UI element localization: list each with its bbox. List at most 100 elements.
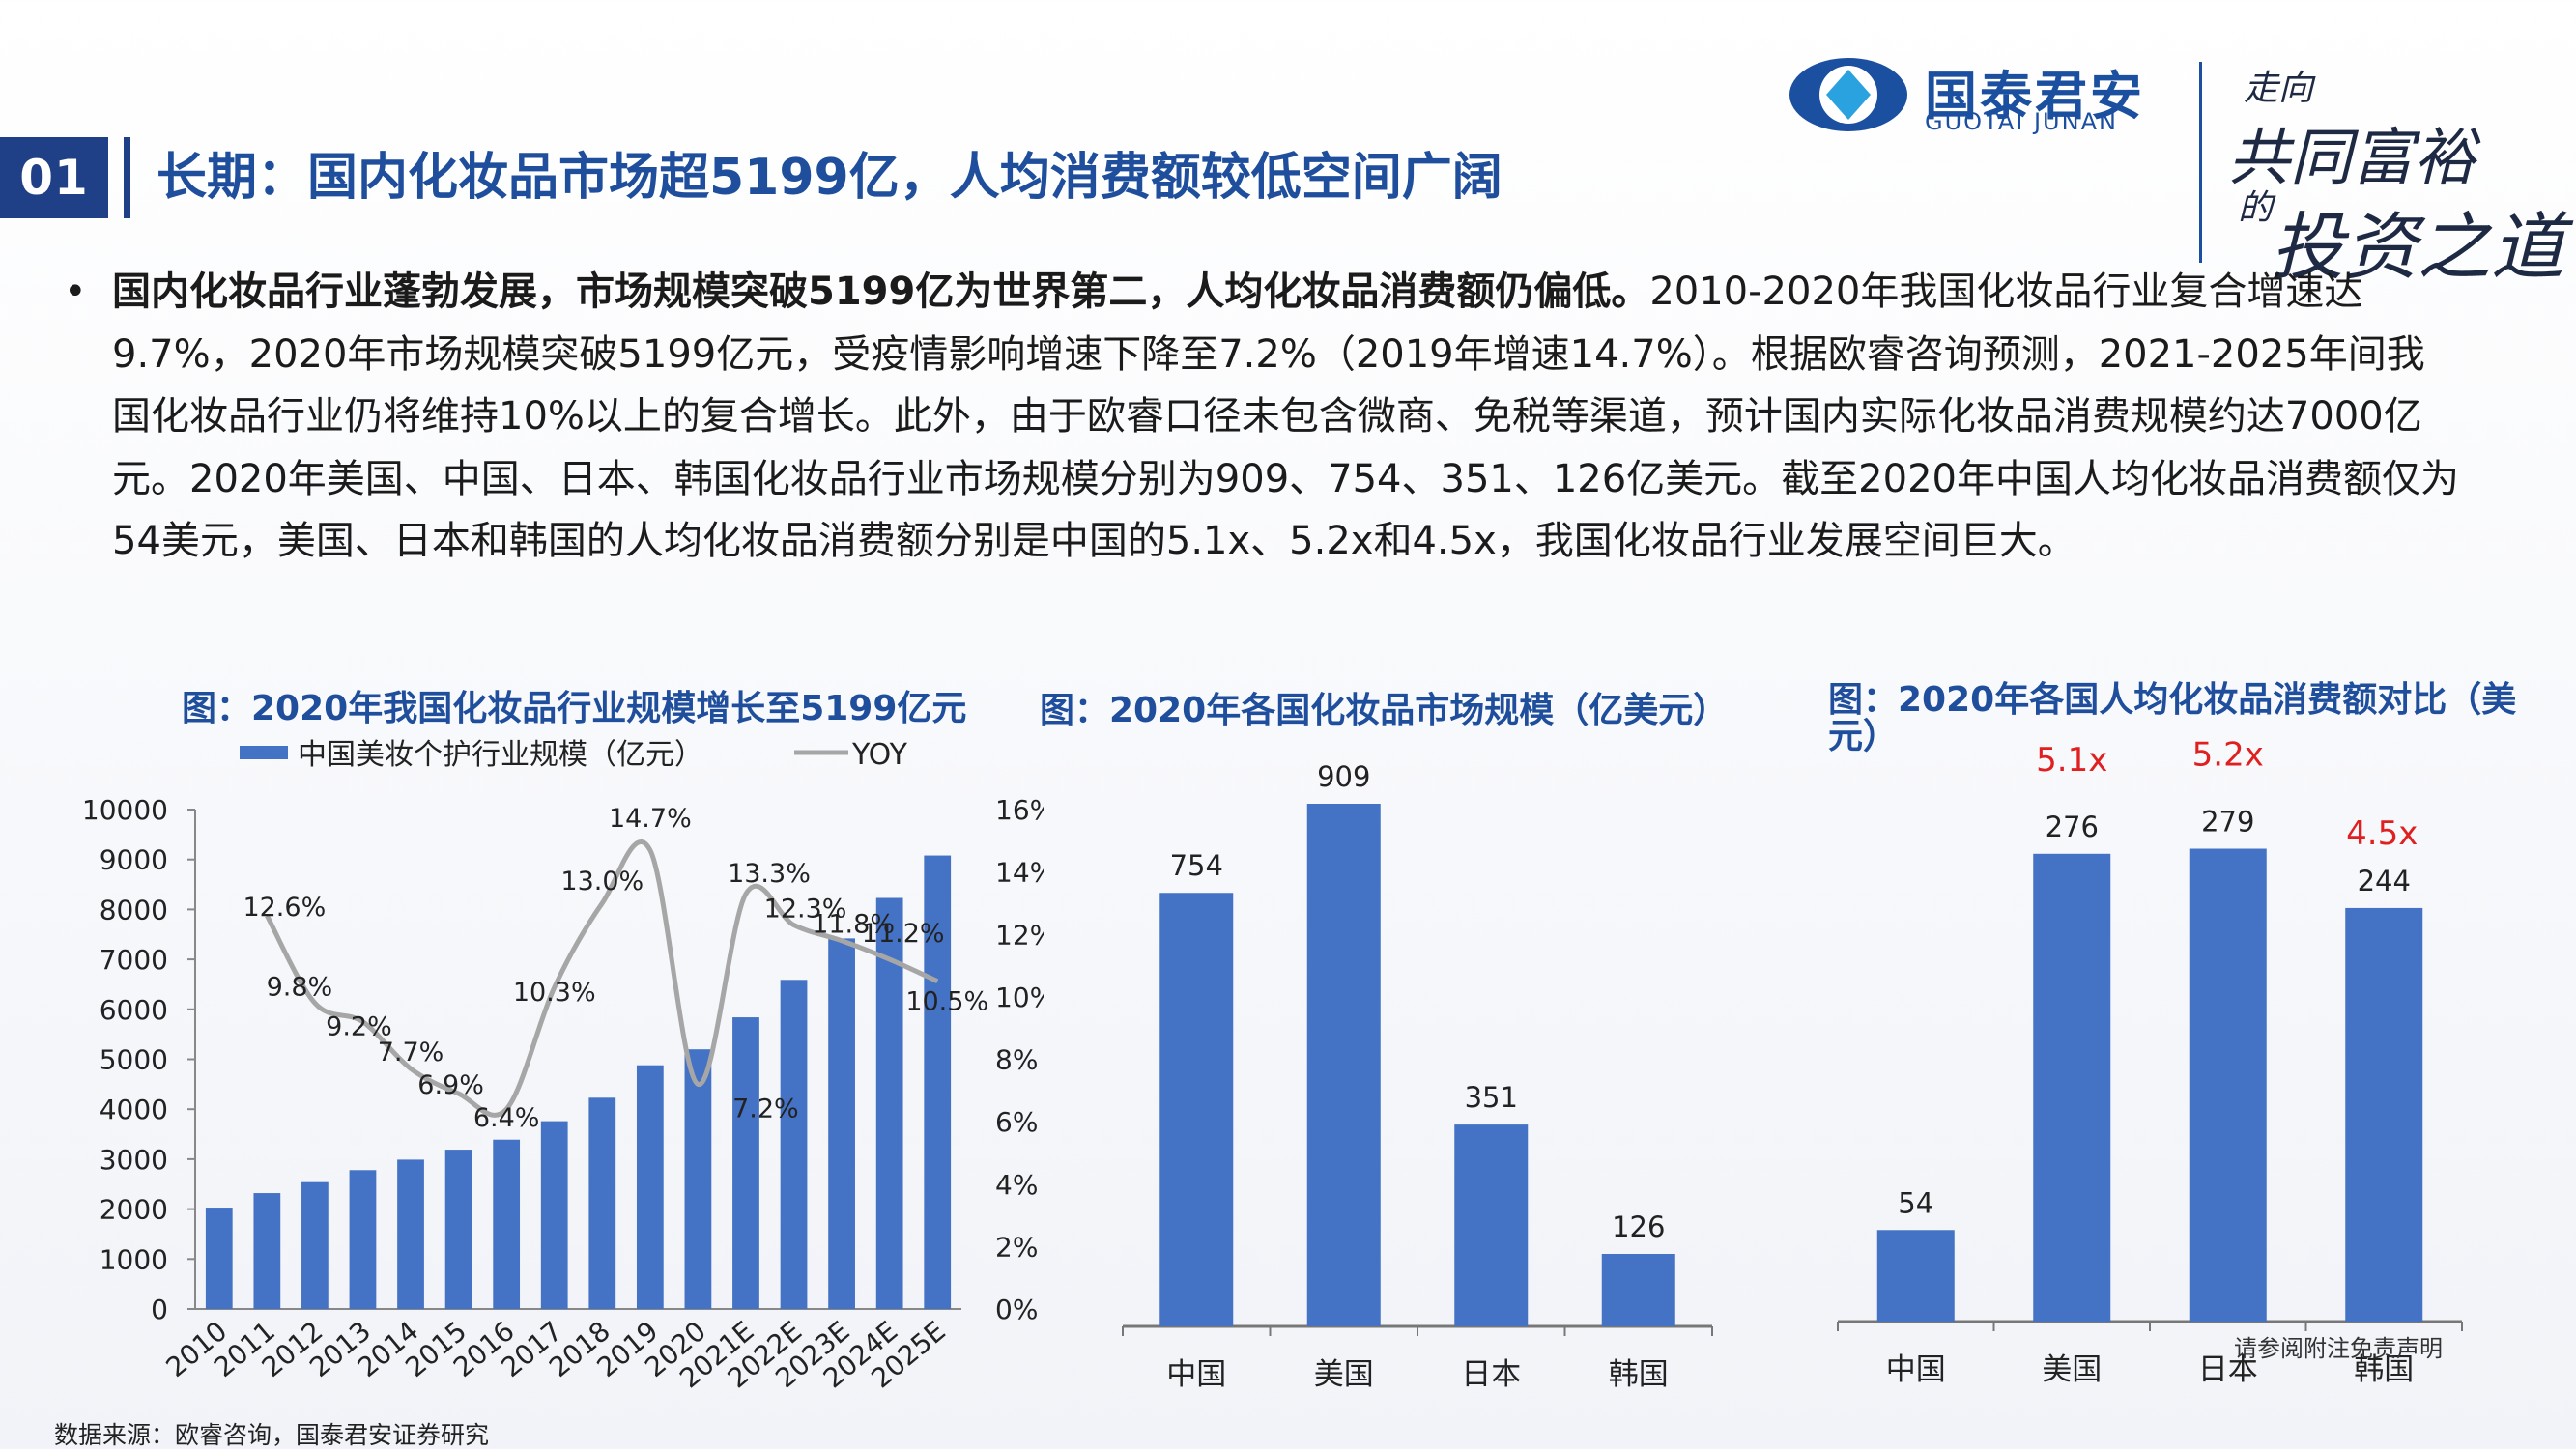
y-right-tick-label: 12%	[995, 919, 1044, 951]
bullet-point: •	[64, 270, 87, 314]
x-tick-label: 韩国	[2354, 1352, 2414, 1387]
bar	[349, 1170, 377, 1309]
slogan-line-3: 的	[2238, 188, 2274, 228]
x-tick-label: 中国	[1886, 1352, 1946, 1387]
y-right-tick-label: 10%	[995, 982, 1044, 1013]
yoy-data-label: 12.6%	[243, 893, 326, 923]
disclaimer-note: 请参阅附注免责声明	[2234, 1335, 2443, 1362]
bar	[875, 897, 903, 1309]
y-right-tick-label: 0%	[995, 1294, 1038, 1325]
y-left-tick-label: 3000	[100, 1144, 168, 1176]
summary-lead: 国内化妆品行业蓬勃发展，市场规模突破5199亿为世界第二，人均化妆品消费额仍偏低…	[112, 270, 1650, 314]
bar	[732, 1017, 759, 1309]
y-left-tick-label: 8000	[100, 894, 168, 925]
x-tick-label: 韩国	[1609, 1357, 1669, 1392]
bar	[253, 1193, 281, 1309]
chart-3-per-capita-spend: 54 中国 276 美国 5.1x 279 日本 5.2x 244 韩国 4.5x	[1837, 736, 2463, 1387]
bar	[636, 1065, 664, 1309]
bar	[493, 1139, 521, 1309]
y-left-tick-label: 2000	[100, 1194, 168, 1226]
bar	[540, 1121, 568, 1309]
bar-value-label: 909	[1317, 760, 1370, 793]
bar-value-label: 276	[2046, 811, 2099, 843]
bar-value-label: 244	[2358, 865, 2411, 897]
y-left-tick-label: 6000	[100, 994, 168, 1026]
yoy-line	[265, 839, 939, 1118]
bar-value-label: 351	[1465, 1081, 1518, 1114]
bar-value-label: 754	[1170, 849, 1223, 882]
yoy-data-label: 10.5%	[905, 987, 988, 1017]
bar	[2189, 848, 2267, 1322]
x-tick-label: 日本	[2198, 1352, 2258, 1387]
bar	[205, 1208, 233, 1309]
bar	[684, 1049, 712, 1309]
chart-2-title: 图：2020年各国化妆品市场规模（亿美元）	[1040, 691, 1729, 730]
logo-divider	[2199, 62, 2202, 263]
bar-value-label: 126	[1612, 1210, 1665, 1243]
bar	[1876, 1230, 1955, 1322]
yoy-data-label: 11.8%	[812, 910, 895, 940]
summary-text: 2010-2020年我国化妆品行业复合增速达9.7%，2020年市场规模突破51…	[112, 270, 2459, 563]
x-tick-label: 美国	[2042, 1352, 2102, 1387]
summary-paragraph: • 国内化妆品行业蓬勃发展，市场规模突破5199亿为世界第二，人均化妆品消费额仍…	[64, 261, 2460, 573]
y-left-tick-label: 0	[151, 1294, 168, 1325]
yoy-data-label: 7.2%	[732, 1094, 799, 1124]
chart-3-title: 图：2020年各国人均化妆品消费额对比（美元）	[1828, 680, 2517, 756]
yoy-data-label: 14.7%	[609, 804, 692, 834]
chart-1-market-size-yoy: 中国美妆个护行业规模（亿元） YOY 0 1000 2000 3000 4000 5000 60…	[82, 738, 1044, 1395]
bar	[924, 855, 952, 1309]
bar	[1159, 893, 1234, 1326]
legend-label-bar: 中国美妆个护行业规模（亿元）	[298, 738, 703, 772]
section-number: 01	[0, 137, 108, 218]
bar-value-label: 279	[2201, 806, 2254, 839]
bar	[828, 938, 855, 1309]
chart-2-country-market-size: 754 中国 909 美国 351 日本 126 韩国	[1122, 760, 1713, 1392]
yoy-data-label: 9.8%	[267, 972, 333, 1002]
x-tick-label: 日本	[1461, 1357, 1521, 1392]
yoy-data-label: 13.3%	[728, 859, 811, 889]
yoy-data-label: 10.3%	[513, 978, 596, 1008]
y-right-tick-label: 8%	[995, 1044, 1038, 1076]
y-left-tick-label: 7000	[100, 944, 168, 976]
y-right-tick-label: 2%	[995, 1231, 1038, 1263]
y-left-tick-label: 10000	[82, 794, 168, 826]
y-left-tick-label: 1000	[100, 1243, 168, 1275]
multiple-label: 5.2x	[2192, 736, 2264, 775]
chart-1-title: 图：2020年我国化妆品行业规模增长至5199亿元	[182, 689, 967, 728]
bar	[1454, 1124, 1529, 1326]
x-tick-label: 中国	[1166, 1357, 1226, 1392]
y-left-tick-label: 4000	[100, 1094, 168, 1125]
yoy-data-label: 9.2%	[326, 1012, 392, 1042]
page-title: 长期：国内化妆品市场超5199亿，人均消费额较低空间广阔	[157, 149, 1503, 207]
bar	[397, 1159, 424, 1309]
yoy-data-label: 6.9%	[417, 1070, 484, 1100]
multiple-label: 4.5x	[2346, 814, 2418, 853]
bar	[301, 1181, 329, 1309]
yoy-data-label: 11.2%	[862, 919, 945, 949]
bar-value-label: 54	[1898, 1186, 1933, 1219]
legend-label-line: YOY	[851, 738, 908, 772]
data-source-note: 数据来源：欧睿咨询，国泰君安证券研究	[54, 1421, 490, 1449]
x-tick-label: 美国	[1314, 1357, 1374, 1392]
bar	[780, 980, 808, 1309]
logo-text-cn: 国泰君安	[1925, 66, 2145, 127]
bar	[1601, 1254, 1675, 1326]
y-left-tick-label: 9000	[100, 844, 168, 876]
y-right-tick-label: 16%	[995, 794, 1044, 826]
slogan-line-2: 共同富裕	[2228, 123, 2476, 194]
bar	[1306, 804, 1381, 1326]
bar	[2345, 907, 2423, 1322]
logo-text-en: GUOTAI JUNAN	[1925, 108, 2118, 135]
slogan-line-4: 投资之道	[2271, 204, 2564, 290]
guotai-junan-logo-icon	[1789, 58, 1907, 131]
slogan-line-1: 走向	[2244, 69, 2314, 108]
yoy-data-label: 7.7%	[378, 1038, 444, 1067]
yoy-data-label: 13.0%	[560, 867, 644, 896]
yoy-data-label: 12.3%	[764, 895, 847, 925]
section-divider	[124, 137, 130, 218]
bar	[588, 1097, 616, 1309]
multiple-label: 5.1x	[2036, 741, 2107, 780]
y-right-tick-label: 4%	[995, 1169, 1038, 1201]
legend-swatch-bar	[240, 746, 288, 759]
y-right-tick-label: 6%	[995, 1106, 1038, 1138]
